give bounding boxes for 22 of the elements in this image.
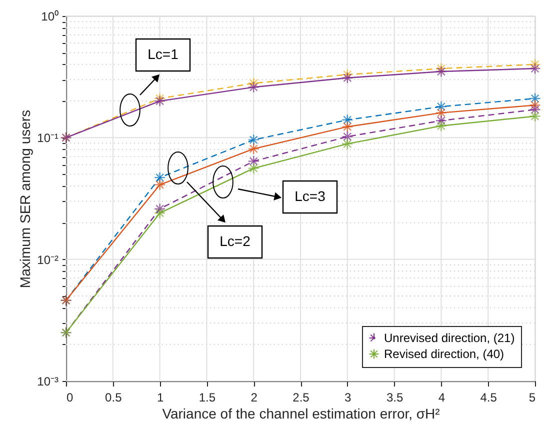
x-axis-title: Variance of the channel estimation error, σH² [162,406,440,422]
x-tick-label: 1.5 [198,390,216,404]
annotation: Lc=2 [220,233,251,249]
y-tick-label: 10⁻¹ [37,131,59,146]
x-tick-label: 4 [438,390,446,404]
y-tick-label: 10⁰ [41,10,58,24]
x-tick-label: 2.5 [292,390,310,404]
x-tick-label: 3.5 [386,390,404,404]
x-tick-label: 2 [250,390,258,404]
x-tick-label: 3 [344,390,352,404]
legend-label: Revised direction, (40) [384,347,504,361]
x-tick-label: 1 [156,390,164,404]
x-tick-label: 0.5 [105,390,122,404]
y-tick-label: 10⁻³ [37,374,59,388]
annotation: Lc=1 [148,46,179,62]
y-tick-label: 10⁻² [37,252,59,267]
legend-label: Unrevised direction, (21) [384,331,515,345]
annotation: Lc=3 [294,188,326,204]
x-tick-label: 4.5 [480,390,498,404]
y-axis-title: Maximum SER among users [17,110,34,288]
x-tick-label: 0 [66,390,74,404]
x-tick-label: 5 [528,390,536,404]
